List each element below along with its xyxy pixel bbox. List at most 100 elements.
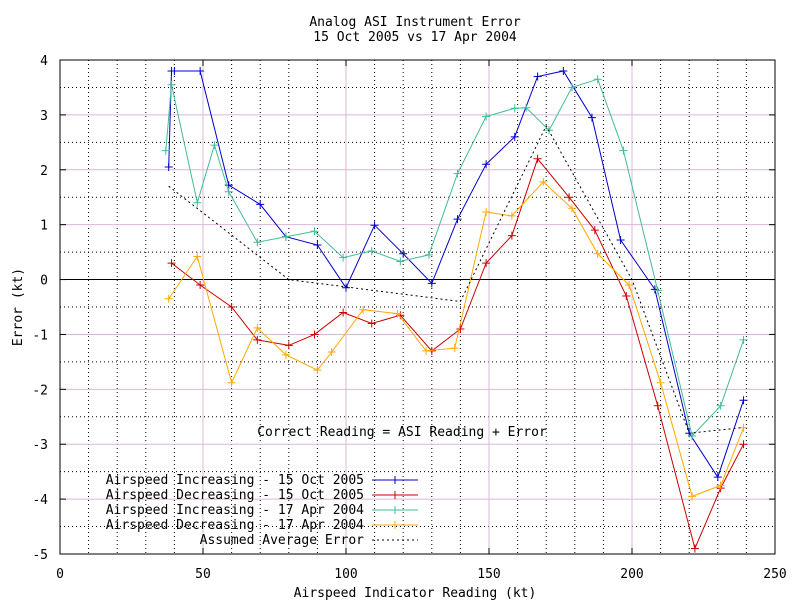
data-point [342,283,350,292]
y-tick-labels: -5 -4 -3 -2 -1 0 1 2 3 4 [32,54,48,563]
data-point [310,330,319,339]
data-point [559,66,568,75]
data-point [587,113,596,122]
y-tick-label: 3 [40,109,48,124]
series-line [168,181,744,498]
data-point [424,250,433,259]
data-point [193,198,202,207]
data-point [567,83,576,92]
data-point [713,473,722,482]
data-point [327,348,336,357]
y-tick-label: -5 [32,548,48,563]
legend-marker [391,491,399,499]
data-point [281,232,290,241]
data-point [227,303,236,311]
data-point [533,72,542,81]
y-tick-label: -2 [32,383,48,398]
data-point [164,163,173,172]
series-line [168,124,741,434]
series [161,75,748,440]
data-point [653,286,662,295]
data-point [593,249,602,258]
data-point [167,80,176,89]
data-point [313,240,322,249]
x-tick-label: 0 [56,567,64,582]
y-tick-label: -4 [32,493,48,508]
data-point [256,200,265,209]
data-point [161,146,170,155]
plot-frame [59,59,776,555]
data-point [339,308,348,317]
y-tick-label: 2 [40,164,48,179]
data-point [164,294,173,303]
data-point [193,252,202,261]
data-point [253,335,262,344]
data-point [339,253,348,262]
series-group [161,66,748,553]
data-point [367,247,376,256]
data-point [622,292,631,301]
data-point [453,215,462,224]
x-axis-label: Airspeed Indicator Reading (kt) [294,586,537,600]
series-line [168,70,744,479]
data-point [739,423,748,432]
legend-marker [391,476,399,484]
legend-entry: Airspeed Increasing - 15 Oct 2005 [106,473,418,488]
legend-marker [391,506,399,514]
data-point [507,231,516,240]
chart-title: Analog ASI Instrument Error [309,15,520,30]
series-line [165,78,744,438]
data-point [716,481,725,490]
data-point [533,154,542,163]
data-point [625,281,634,290]
y-tick-label: 0 [40,274,48,289]
data-point [616,236,625,245]
data-point [482,160,491,169]
ticks [59,59,776,555]
y-tick-label: -1 [32,328,48,343]
data-point [253,323,262,332]
data-point [482,259,491,268]
data-point [482,208,491,217]
data-point [227,378,236,387]
chart-annotation: Correct Reading = ASI Reading + Error [257,425,547,440]
data-point [396,257,405,266]
data-point [590,226,599,235]
data-point [224,187,233,196]
series [167,154,748,553]
data-point [482,112,491,121]
data-point [567,204,576,213]
data-point [422,346,431,355]
data-point [688,492,697,501]
x-tick-label: 200 [620,567,643,582]
data-point [456,324,465,333]
data-point [210,141,219,150]
legend: Airspeed Increasing - 15 Oct 2005 Airspe… [106,473,418,548]
data-point [313,366,322,375]
x-tick-label: 150 [477,567,500,582]
data-point [399,249,408,258]
legend-label: Airspeed Increasing - 17 Apr 2004 [106,503,364,518]
grid [60,60,775,554]
data-point [619,146,628,155]
y-axis-label: Error (kt) [11,268,26,346]
x-tick-label: 100 [334,567,357,582]
data-point [310,227,319,236]
data-point [510,104,519,113]
legend-marker [391,521,399,529]
data-point [539,177,548,186]
x-tick-label: 250 [763,567,786,582]
series [168,124,741,434]
y-tick-label: -3 [32,438,48,453]
legend-label: Airspeed Decreasing - 15 Oct 2005 [106,488,364,503]
y-tick-label: 4 [40,54,48,69]
data-point [739,335,748,344]
data-point [716,401,725,410]
data-point [196,66,205,75]
data-point [522,103,531,112]
data-point [167,259,176,268]
series [164,177,748,501]
data-point [170,66,179,75]
y-tick-label: 1 [40,219,48,234]
